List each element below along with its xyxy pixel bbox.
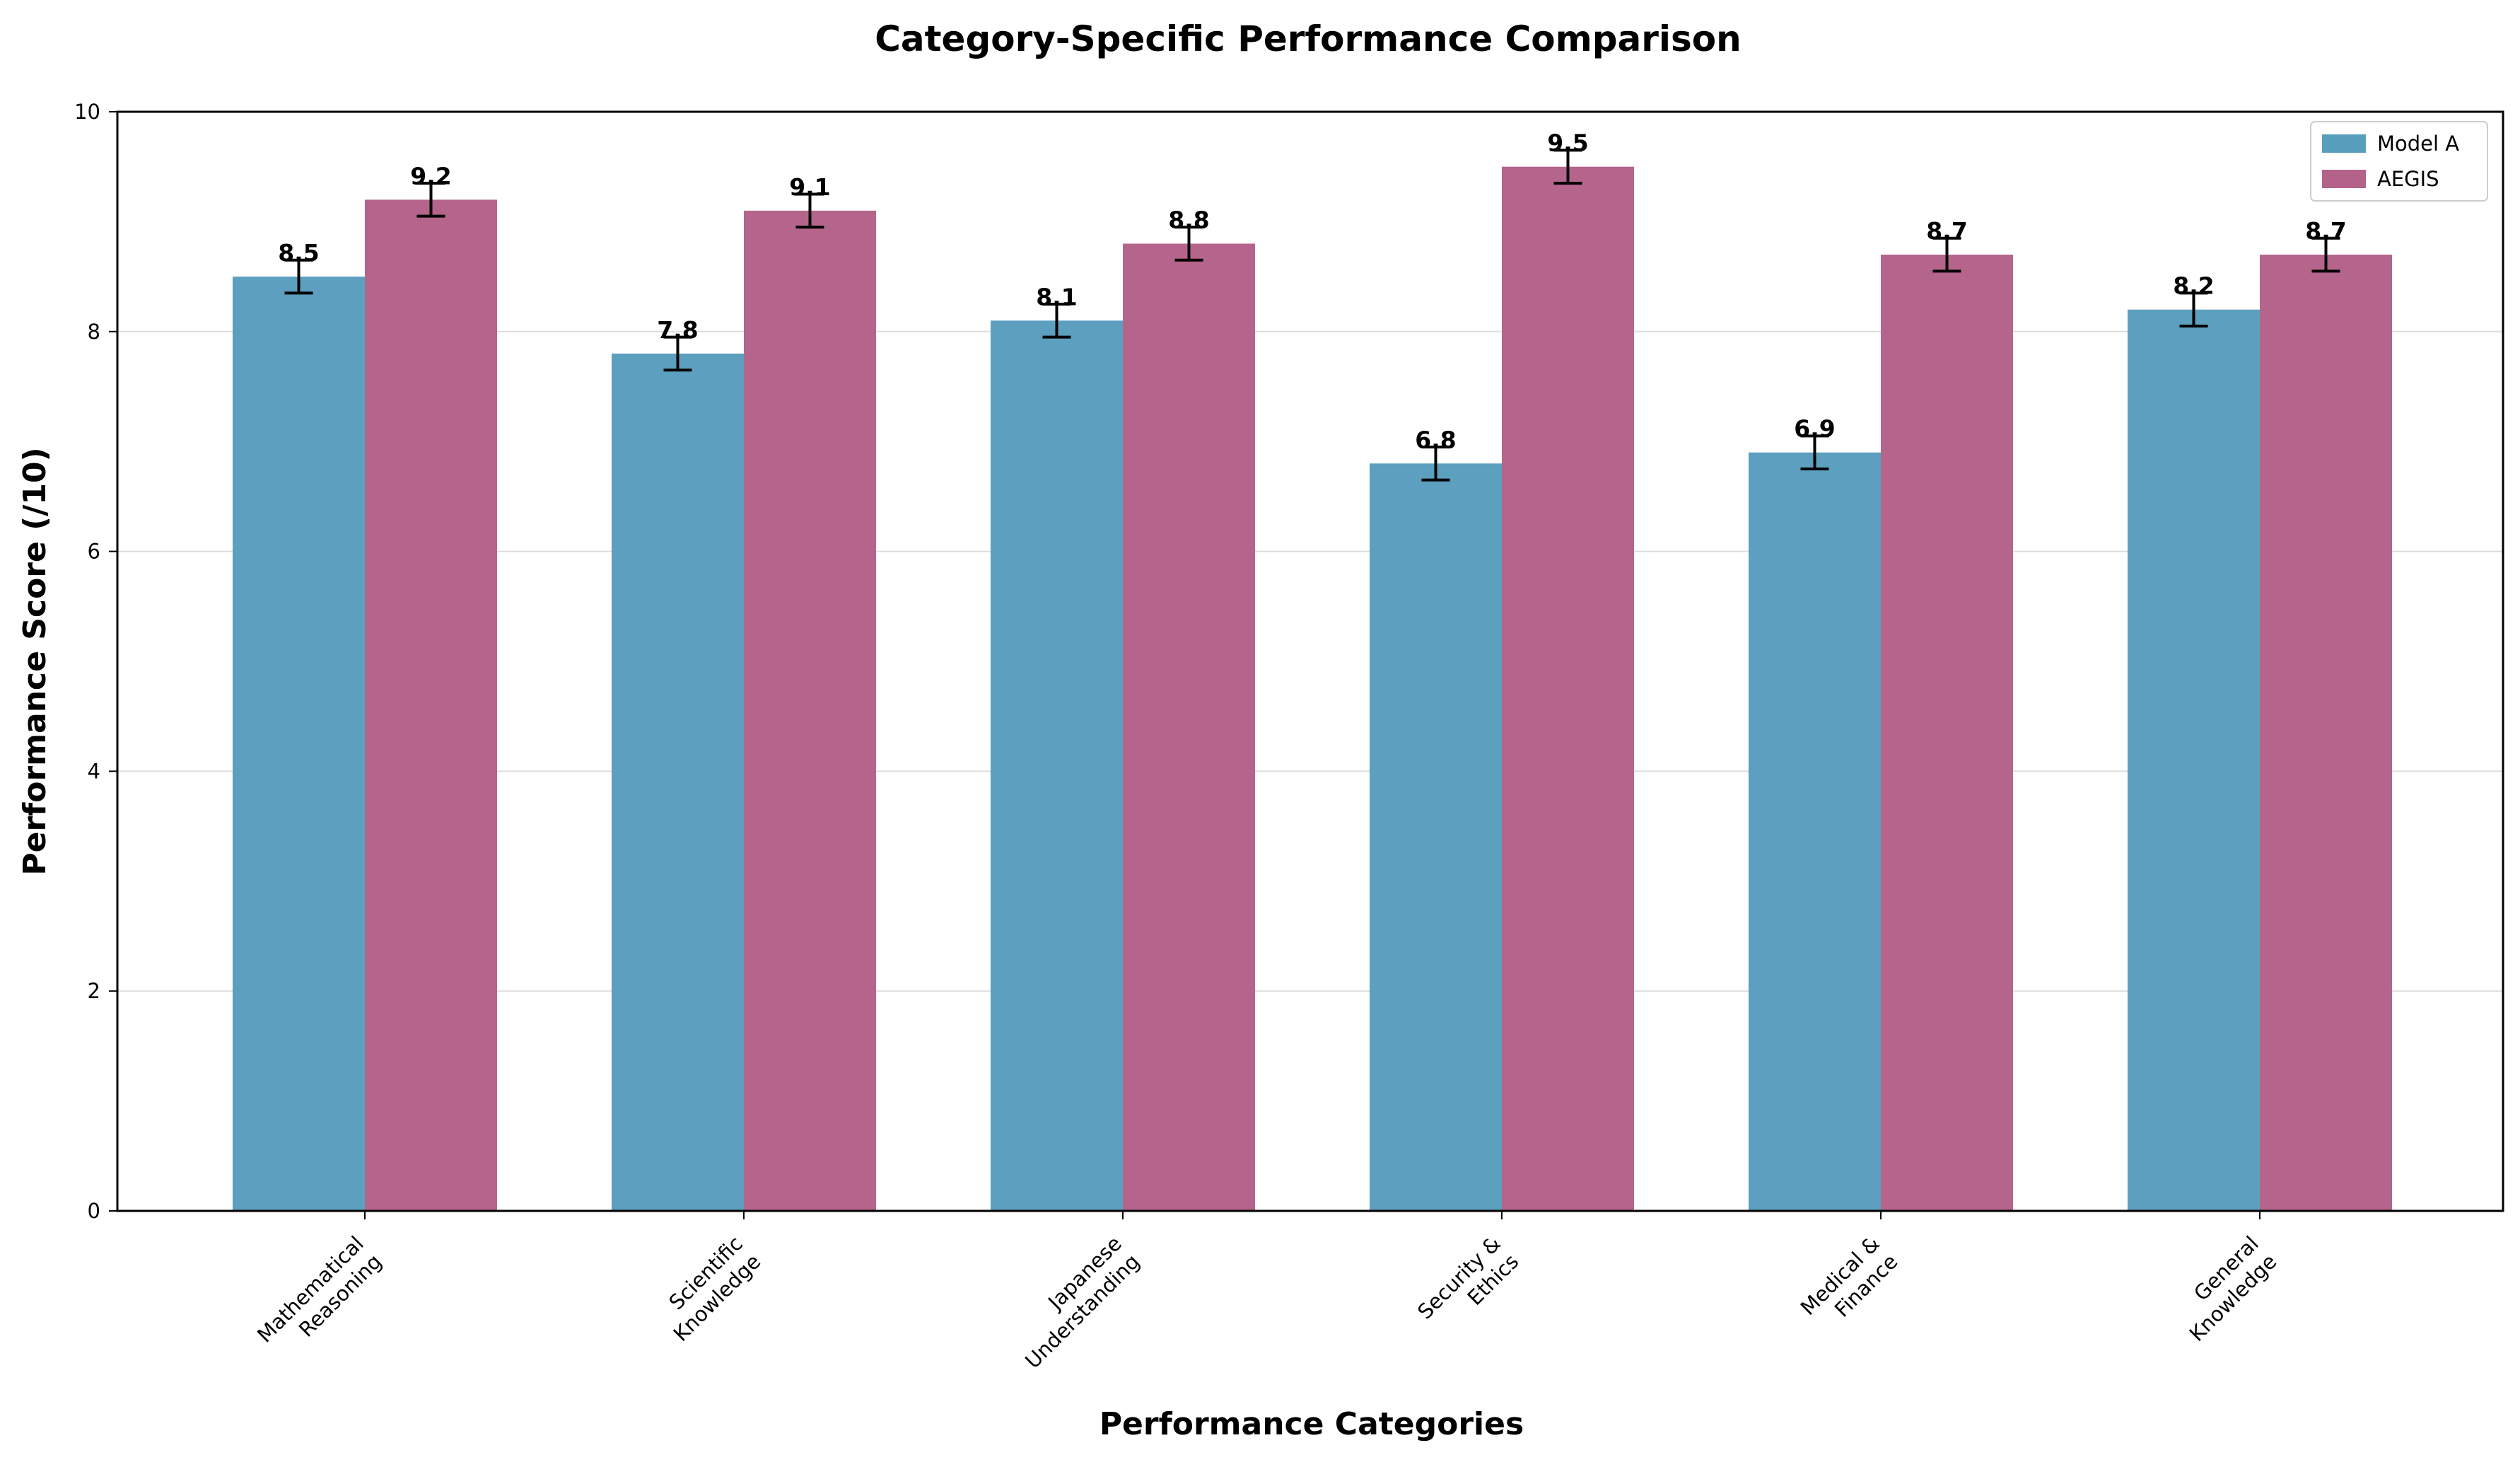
data-label: 6.9 — [1794, 415, 1835, 443]
bar-model-a — [1749, 452, 1881, 1211]
data-label: 7.8 — [657, 316, 698, 344]
data-label: 6.8 — [1415, 426, 1456, 453]
bar-aegis — [1502, 166, 1634, 1212]
x-axis-label: Performance Categories — [1099, 1406, 1524, 1442]
data-label: 8.2 — [2173, 272, 2214, 300]
bar-model-a — [991, 320, 1123, 1211]
y-tick-label: 0 — [88, 1199, 100, 1223]
bar-model-a — [612, 353, 744, 1211]
bar-model-a — [1370, 463, 1502, 1211]
bar-aegis — [2260, 255, 2392, 1211]
legend-label: Model A — [2377, 132, 2459, 156]
data-label: 8.5 — [278, 239, 319, 267]
legend-label: AEGIS — [2377, 167, 2439, 191]
y-tick-label: 2 — [88, 979, 100, 1003]
data-label: 8.7 — [1926, 217, 1967, 245]
legend: Model A AEGIS — [2310, 121, 2488, 202]
data-label: 8.7 — [2305, 217, 2346, 245]
legend-swatch — [2322, 134, 2366, 153]
y-tick-label: 8 — [88, 320, 100, 344]
bar-aegis — [1123, 243, 1255, 1212]
data-label: 9.1 — [789, 173, 830, 201]
data-label: 9.2 — [410, 162, 451, 190]
bars: 8.5 7.8 8.1 6.8 6.9 8.2 9.2 9.1 8.8 9.5 8.7 8.7 — [233, 129, 2392, 1212]
data-label: 8.8 — [1168, 206, 1209, 233]
grid — [117, 330, 2503, 992]
bar-model-a — [2128, 309, 2260, 1212]
bar-model-a — [233, 277, 365, 1212]
y-tick-label: 4 — [88, 759, 100, 783]
x-tick-label: Medical &Finance — [1796, 1231, 1903, 1322]
legend-swatch — [2322, 170, 2366, 188]
data-label: 8.1 — [1036, 283, 1077, 311]
plot-frame — [116, 110, 2504, 1212]
y-tick-label: 6 — [88, 540, 100, 564]
y-tick-label: 10 — [74, 100, 100, 124]
y-axis-label: Performance Score (/10) — [17, 447, 53, 875]
bar-aegis — [365, 199, 497, 1211]
chart-title: Category-Specific Performance Comparison — [875, 18, 1742, 59]
bar-aegis — [1881, 255, 2013, 1211]
plot-border — [116, 110, 2504, 1212]
x-tick-label: Security &Ethics — [1413, 1231, 1523, 1324]
bar-aegis — [744, 210, 876, 1211]
data-label: 9.5 — [1547, 129, 1588, 157]
